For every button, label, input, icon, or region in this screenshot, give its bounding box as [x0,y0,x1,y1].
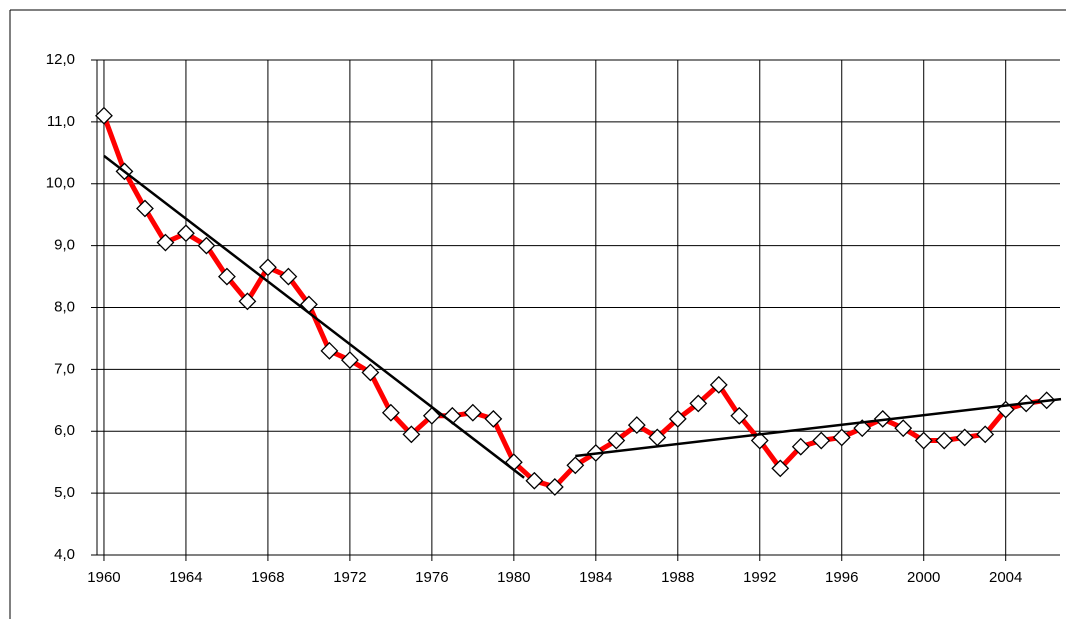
trend-line [575,397,1062,458]
marker [791,437,810,456]
marker [750,431,769,450]
marker [627,416,646,434]
trend-line [103,154,525,479]
marker [136,199,154,218]
marker [668,409,687,428]
marker [177,224,195,243]
x-tick-label: 1976 [415,569,448,586]
marker [463,403,482,422]
marker [709,375,728,394]
y-tick-label: 10,0 [46,175,75,192]
x-tick-label: 1984 [579,569,612,586]
marker [853,419,872,438]
marker [955,428,974,447]
marker [976,425,995,444]
x-tick-label: 1972 [333,569,366,586]
marker [361,363,380,382]
x-tick-label: 1960 [87,569,120,586]
y-tick-label: 12,0 [46,51,75,68]
marker [566,456,585,475]
y-tick-label: 8,0 [54,298,75,315]
marker [197,236,216,255]
marker [95,106,113,125]
marker [935,431,954,450]
marker [525,471,544,490]
marker [730,406,749,425]
x-tick-label: 1996 [825,569,858,586]
marker [279,267,298,286]
marker [545,478,564,496]
marker [689,394,708,413]
y-tick-label: 7,0 [54,360,75,377]
x-tick-label: 2004 [989,569,1022,586]
marker [258,258,277,277]
marker [402,425,421,444]
marker [484,409,503,428]
x-tick-label: 1968 [251,569,284,586]
marker [771,459,790,478]
marker [381,403,400,422]
x-tick-label: 1988 [661,569,694,586]
marker [320,341,339,360]
x-tick-label: 2000 [907,569,940,586]
y-tick-label: 9,0 [54,237,75,254]
marker [238,292,257,311]
marker [914,431,933,450]
marker [340,351,359,370]
y-tick-label: 11,0 [47,113,75,130]
marker [218,267,236,286]
marker [422,406,441,425]
y-tick-label: 6,0 [54,422,75,439]
y-tick-label: 5,0 [54,484,75,501]
x-tick-label: 1992 [743,569,776,586]
marker [156,233,175,252]
marker [832,428,851,447]
y-tick-label: 4,0 [54,546,75,563]
x-tick-label: 1980 [497,569,530,586]
x-tick-label: 1964 [169,569,202,586]
marker [812,431,831,450]
marker [607,431,626,450]
marker [894,419,913,438]
